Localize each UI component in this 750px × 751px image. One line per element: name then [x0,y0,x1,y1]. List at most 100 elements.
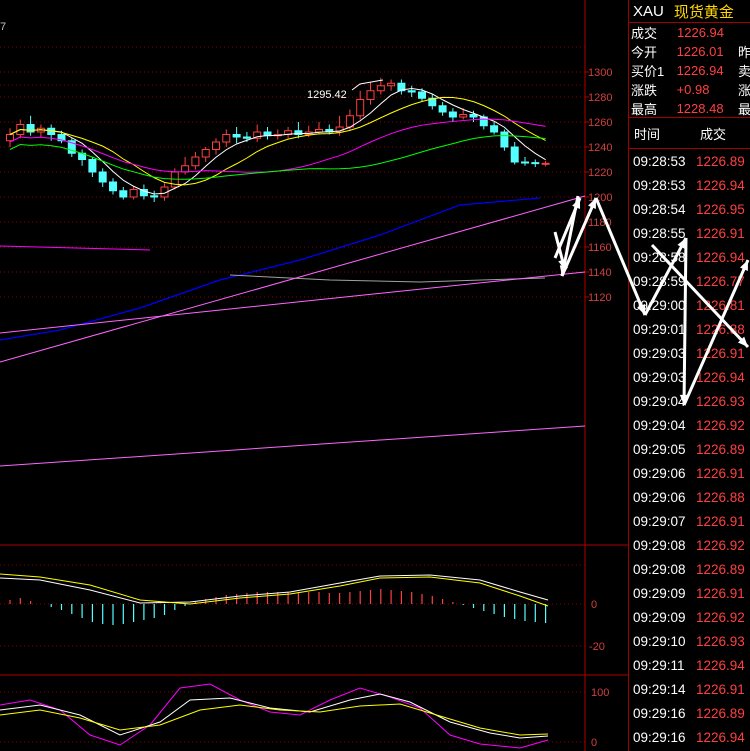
candle-down [88,159,97,173]
tick-row[interactable]: 09:28:59 1226.77 [629,269,750,293]
price-axis-label: 1240 [588,142,612,154]
quote-value: 1226.94 [677,25,724,40]
high-marker-line [351,79,384,91]
tick-time: 09:29:16 [633,729,686,745]
tick-row[interactable]: 09:29:05 1226.89 [629,437,750,461]
tick-time: 09:28:58 [633,249,686,265]
tick-row[interactable]: 09:29:06 1226.91 [629,461,750,485]
quote-row: 今开 1226.01 昨 [629,42,750,61]
tick-list[interactable]: 09:28:53 1226.89 09:28:53 1226.94 09:28:54 12… [629,149,750,749]
tick-price: 1226.94 [696,369,745,385]
tick-time: 09:29:16 [633,705,686,721]
tick-time: 09:29:03 [633,345,686,361]
quote-label: 最高 [631,102,658,117]
candle-up [315,129,323,133]
trendline [0,425,586,467]
tick-row[interactable]: 09:29:08 1226.92 [629,533,750,557]
tick-price-header: 成交 [700,126,727,142]
macd-dif-line [0,574,549,604]
candle-down [26,124,35,133]
quote-value: 1228.48 [676,101,724,116]
symbol-header[interactable]: XAU 现货黄金 [629,0,750,23]
quote-extra: 昨 [737,45,750,60]
kdj-k-line [0,693,549,739]
tick-row[interactable]: 09:29:03 1226.91 [629,341,750,365]
price-axis-label: 1140 [588,267,612,279]
quote-value: +0.98 [676,82,710,97]
symbol-name: 现货黄金 [673,3,734,21]
kline-chart[interactable]: 7 1300 1280 1260 1240 1220 1200 1180 1160 1140 112… [0,0,628,751]
macd-axis-label: -20 [589,641,605,653]
kdj-axis-label: 0 [591,737,597,749]
quote-label: 今开 [631,45,658,60]
candle-down [510,146,519,163]
tick-row[interactable]: 09:29:08 1226.89 [629,557,750,581]
candle-down [407,90,416,93]
tick-time: 09:29:07 [633,513,686,529]
tick-row[interactable]: 09:29:09 1226.91 [629,581,750,605]
tick-row[interactable]: 09:29:10 1226.93 [629,629,750,653]
tick-list-header: 时间 成交 [629,118,750,149]
tick-time: 09:29:09 [633,609,686,625]
tick-price: 1226.95 [696,201,745,217]
candle-up [191,156,200,167]
tick-row[interactable]: 09:28:54 1226.95 [629,197,750,221]
tick-row[interactable]: 09:28:53 1226.94 [629,173,750,197]
quote-value: 1226.01 [676,44,724,59]
tick-price: 1226.92 [696,537,745,553]
kline-chart-pane[interactable]: 7 1300 1280 1260 1240 1220 1200 1180 1160 1140 112… [0,0,628,751]
tick-price: 1226.91 [696,345,745,361]
tick-row[interactable]: 09:29:16 1226.89 [629,701,750,725]
tick-price: 1226.88 [696,321,745,337]
candle-down [242,136,251,139]
price-axis-label: 1180 [588,217,612,229]
candle-down [500,131,509,148]
tick-price: 1226.91 [696,585,745,601]
candle-down [57,134,66,142]
tick-time-header: 时间 [634,126,661,142]
tick-row[interactable]: 09:29:04 1226.92 [629,413,750,437]
tick-row[interactable]: 09:29:01 1226.88 [629,317,750,341]
tick-time: 09:29:06 [633,489,686,505]
tick-price: 1226.91 [696,681,745,697]
tick-time: 09:28:53 [633,153,686,169]
tick-row[interactable]: 09:28:55 1226.91 [629,221,750,245]
quote-label: 买价1 [631,64,665,79]
candle-down [119,190,128,198]
tick-row[interactable]: 09:29:11 1226.94 [629,653,750,677]
candle-down [98,171,107,183]
tick-row[interactable]: 09:29:04 1226.93 [629,389,750,413]
tick-row[interactable]: 09:28:58 1226.94 [629,245,750,269]
tick-price: 1226.89 [696,561,745,577]
ma-long-line [229,274,546,283]
candle-down [418,91,426,99]
candle-down [469,114,478,118]
tick-time: 09:29:04 [633,417,686,433]
kdj-d-line [0,703,549,736]
tick-row[interactable]: 09:29:07 1226.91 [629,509,750,533]
tick-row[interactable]: 09:29:09 1226.92 [629,605,750,629]
tick-row[interactable]: 09:29:00 1226.81 [629,293,750,317]
tick-row[interactable]: 09:28:53 1226.89 [629,149,750,173]
candle-down [521,161,529,164]
tick-row[interactable]: 09:29:14 1226.91 [629,677,750,701]
high-price-label: 1295.42 [307,89,347,101]
tick-time: 09:29:01 [633,321,686,337]
tick-price: 1226.89 [696,441,745,457]
quote-extra: 最 [737,102,750,117]
tick-price: 1226.93 [696,633,745,649]
ma10-line [9,96,546,186]
tick-row[interactable]: 09:29:16 1226.94 [629,725,750,749]
candle-up [129,189,138,198]
tick-row[interactable]: 09:29:06 1226.88 [629,485,750,509]
candle-down [531,162,540,165]
price-axis-label: 1160 [588,242,612,254]
tick-time: 09:29:11 [633,657,685,673]
candle-down [438,105,447,113]
tick-price: 1226.88 [696,489,745,505]
tick-price: 1226.94 [696,249,745,265]
tick-row[interactable]: 09:29:03 1226.94 [629,365,750,389]
candle-up [181,165,190,173]
tick-time: 09:29:10 [633,633,686,649]
candle-up [253,131,262,139]
